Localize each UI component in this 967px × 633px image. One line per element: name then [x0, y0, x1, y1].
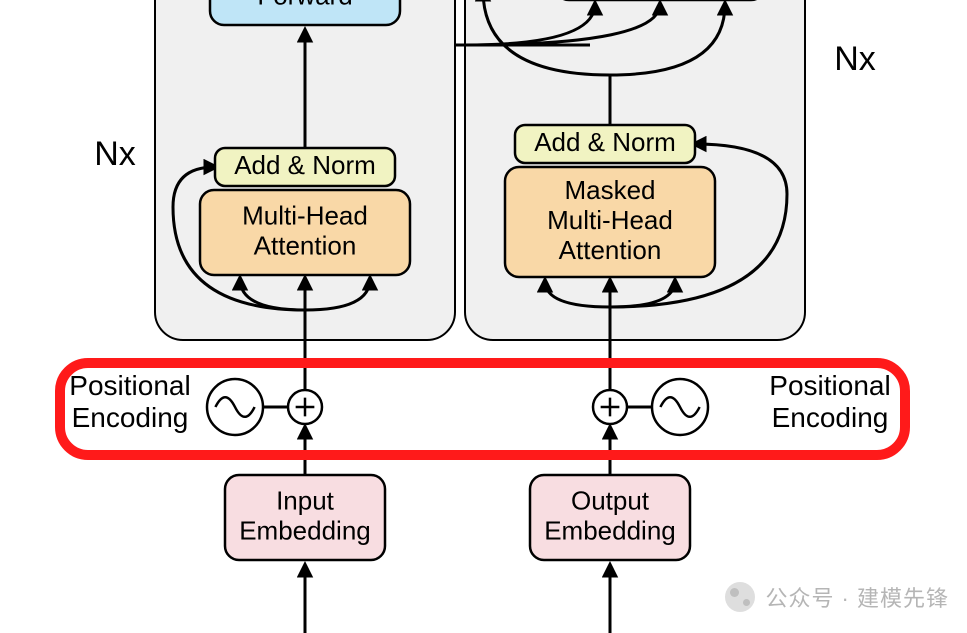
encoder-feed-forward-box: FeedForward — [210, 0, 400, 25]
encoder-add-norm-box: Add & Norm — [215, 148, 395, 186]
svg-text:Positional: Positional — [769, 370, 890, 401]
decoder-add-norm-box-label: Add & Norm — [534, 127, 676, 157]
encoder-attention-box-label: Multi-Head — [242, 200, 368, 230]
encoder-add-norm-box-label: Add & Norm — [234, 150, 376, 180]
decoder-masked-attention-box: MaskedMulti-HeadAttention — [505, 167, 715, 277]
encoder-sine-circle — [207, 379, 263, 435]
decoder-masked-attention-box-label: Multi-Head — [547, 205, 673, 235]
pos-enc-right-label: PositionalEncoding — [769, 370, 890, 433]
encoder-feed-forward-box-label: Forward — [257, 0, 352, 10]
svg-text:Positional: Positional — [69, 370, 190, 401]
decoder-masked-attention-box-label: Attention — [559, 235, 662, 265]
decoder-plus-circle — [593, 390, 627, 424]
encoder-attention-box: Multi-HeadAttention — [200, 190, 410, 275]
pos-enc-left-label: PositionalEncoding — [69, 370, 190, 433]
output-embedding-box-label: Embedding — [544, 515, 676, 545]
encoder-attention-box-label: Attention — [254, 230, 357, 260]
nx-right-label: Nx — [834, 40, 876, 78]
nx-left-label: Nx — [94, 135, 136, 173]
decoder-sine-circle — [652, 379, 708, 435]
decoder-add-norm-box: Add & Norm — [515, 125, 695, 163]
output-embedding-box: OutputEmbedding — [530, 475, 690, 560]
svg-text:Encoding: Encoding — [772, 402, 889, 433]
decoder-masked-attention-box-label: Masked — [564, 175, 655, 205]
output-embedding-box-label: Output — [571, 485, 650, 515]
input-embedding-box-label: Embedding — [239, 515, 371, 545]
input-embedding-box: InputEmbedding — [225, 475, 385, 560]
input-embedding-box-label: Input — [276, 485, 335, 515]
svg-text:Encoding: Encoding — [72, 402, 189, 433]
encoder-plus-circle — [288, 390, 322, 424]
